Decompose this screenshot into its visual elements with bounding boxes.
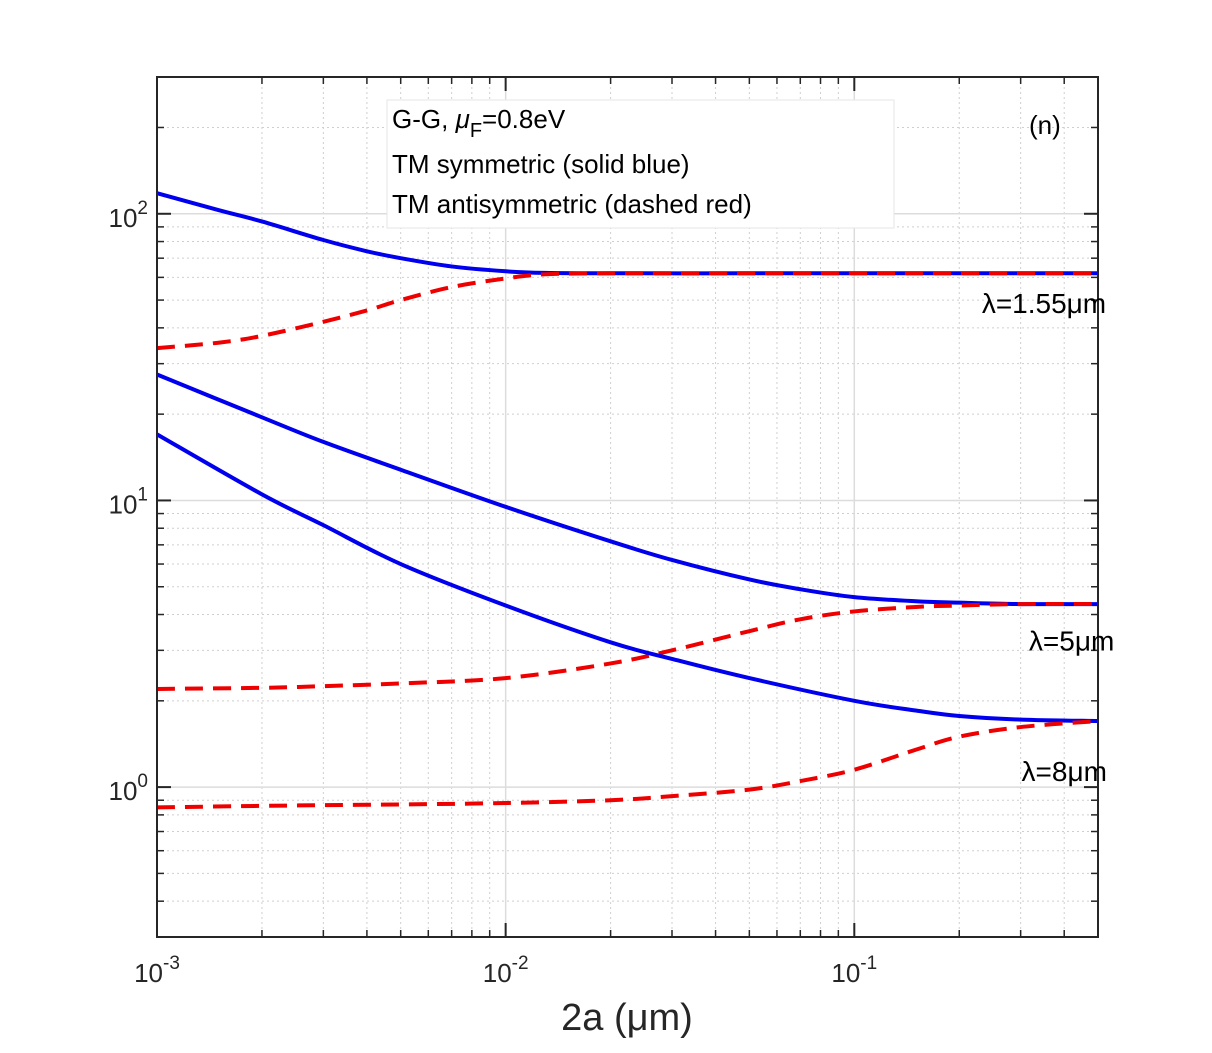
y-tick-label: 101 xyxy=(109,484,149,519)
legend-title-prefix: G-G, xyxy=(392,104,456,134)
y-tick-label: 102 xyxy=(109,198,149,233)
plot-frame xyxy=(156,76,1099,938)
series-line-antisymmetric-2 xyxy=(156,601,1099,691)
x-tick-label: 10-3 xyxy=(134,953,180,988)
series-line-symmetric-3 xyxy=(156,432,1099,724)
legend-title: G-G, μF=0.8eV xyxy=(392,104,566,142)
legend-mu-symbol: μ xyxy=(455,104,470,134)
x-tick-label: 10-2 xyxy=(483,953,529,988)
legend: G-G, μF=0.8eV TM symmetric (solid blue) … xyxy=(386,99,895,229)
series-group xyxy=(156,191,1099,810)
x-tick-label: 10-1 xyxy=(831,953,877,988)
curve-label-2: λ=5μm xyxy=(1029,625,1114,656)
legend-mu-value: =0.8eV xyxy=(482,104,566,134)
curve-labels: λ=1.55μm λ=5μm λ=8μm xyxy=(982,288,1114,787)
legend-box xyxy=(386,99,895,229)
y-tick-labels: 100 101 102 xyxy=(109,198,149,806)
curve-label-3: λ=8μm xyxy=(1022,756,1107,787)
series-line-antisymmetric-1 xyxy=(156,271,1098,351)
series-line-symmetric-2 xyxy=(156,372,1099,607)
grid-minor xyxy=(157,76,1099,938)
legend-entry-symmetric: TM symmetric (solid blue) xyxy=(392,149,690,179)
x-axis-title: 2a (μm) xyxy=(561,997,693,1039)
legend-entry-antisymmetric: TM antisymmetric (dashed red) xyxy=(392,189,752,219)
series-line-antisymmetric-3 xyxy=(156,719,1099,810)
curve-label-1: λ=1.55μm xyxy=(982,288,1106,319)
y-tick-label: 100 xyxy=(109,771,149,806)
x-tick-labels: 10-3 10-2 10-1 xyxy=(134,953,877,988)
panel-label: (n) xyxy=(1029,110,1061,140)
legend-mu-subscript: F xyxy=(470,120,482,142)
